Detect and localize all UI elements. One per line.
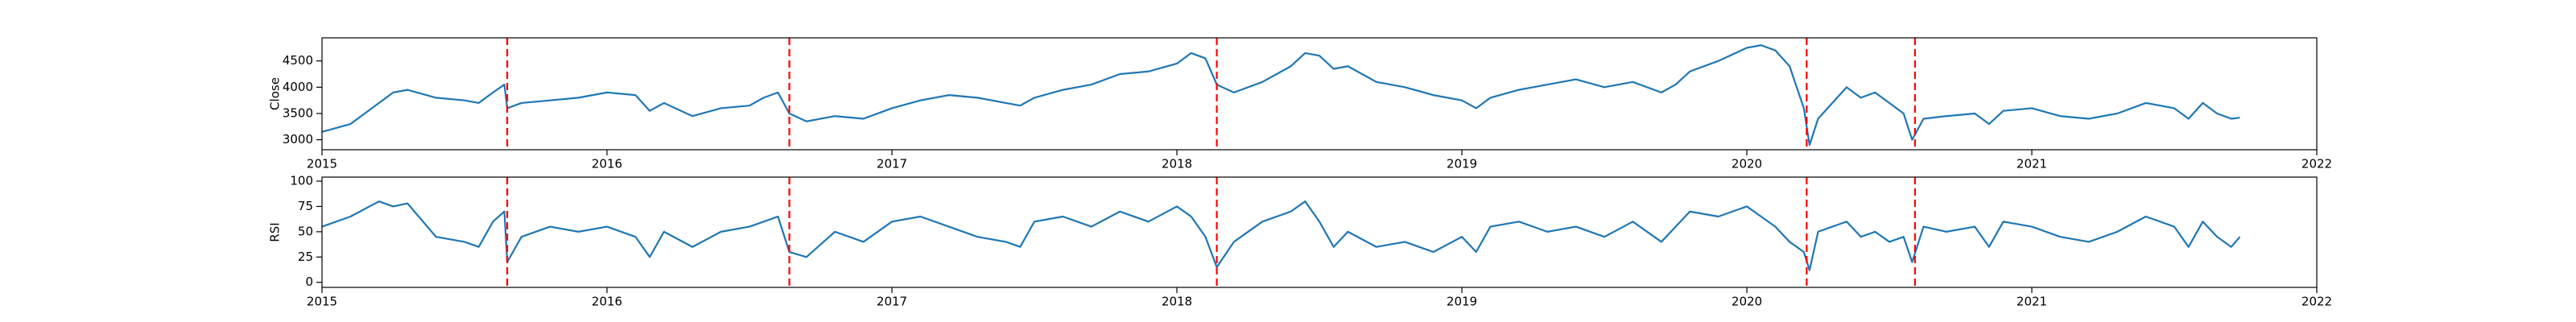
x-tick-label: 2019 (1447, 295, 1477, 309)
y-tick-label: 0 (305, 275, 313, 289)
x-tick-label: 2017 (877, 295, 907, 309)
x-tick-label: 2021 (2017, 295, 2047, 309)
x-tick-label: 2022 (2301, 295, 2332, 309)
y-axis-label: Close (268, 77, 283, 110)
x-tick-label: 2020 (1732, 157, 1762, 171)
y-axis-label: RSI (268, 222, 283, 242)
x-tick-label: 2018 (1162, 295, 1192, 309)
x-tick-label: 2017 (877, 157, 907, 171)
x-tick-label: 2021 (2017, 157, 2047, 171)
x-tick-label: 2018 (1162, 157, 1192, 171)
x-tick-label: 2022 (2301, 157, 2332, 171)
y-tick-label: 25 (298, 250, 313, 264)
x-tick-label: 2015 (307, 295, 337, 309)
y-tick-label: 3000 (283, 132, 313, 147)
y-tick-label: 100 (290, 174, 313, 188)
y-tick-label: 4500 (283, 53, 313, 68)
axes-frame (321, 37, 2318, 151)
axes-frame (321, 176, 2318, 288)
data-line (321, 200, 2241, 271)
x-tick-label: 2019 (1447, 157, 1477, 171)
x-tick-label: 2020 (1732, 295, 1762, 309)
x-tick-label: 2016 (592, 295, 622, 309)
y-tick-label: 4000 (283, 80, 313, 94)
x-tick-label: 2016 (592, 157, 622, 171)
y-tick-label: 75 (298, 199, 313, 213)
y-tick-label: 50 (298, 224, 313, 238)
data-line (321, 44, 2240, 147)
x-tick-label: 2015 (307, 157, 337, 171)
y-tick-label: 3500 (283, 105, 313, 120)
